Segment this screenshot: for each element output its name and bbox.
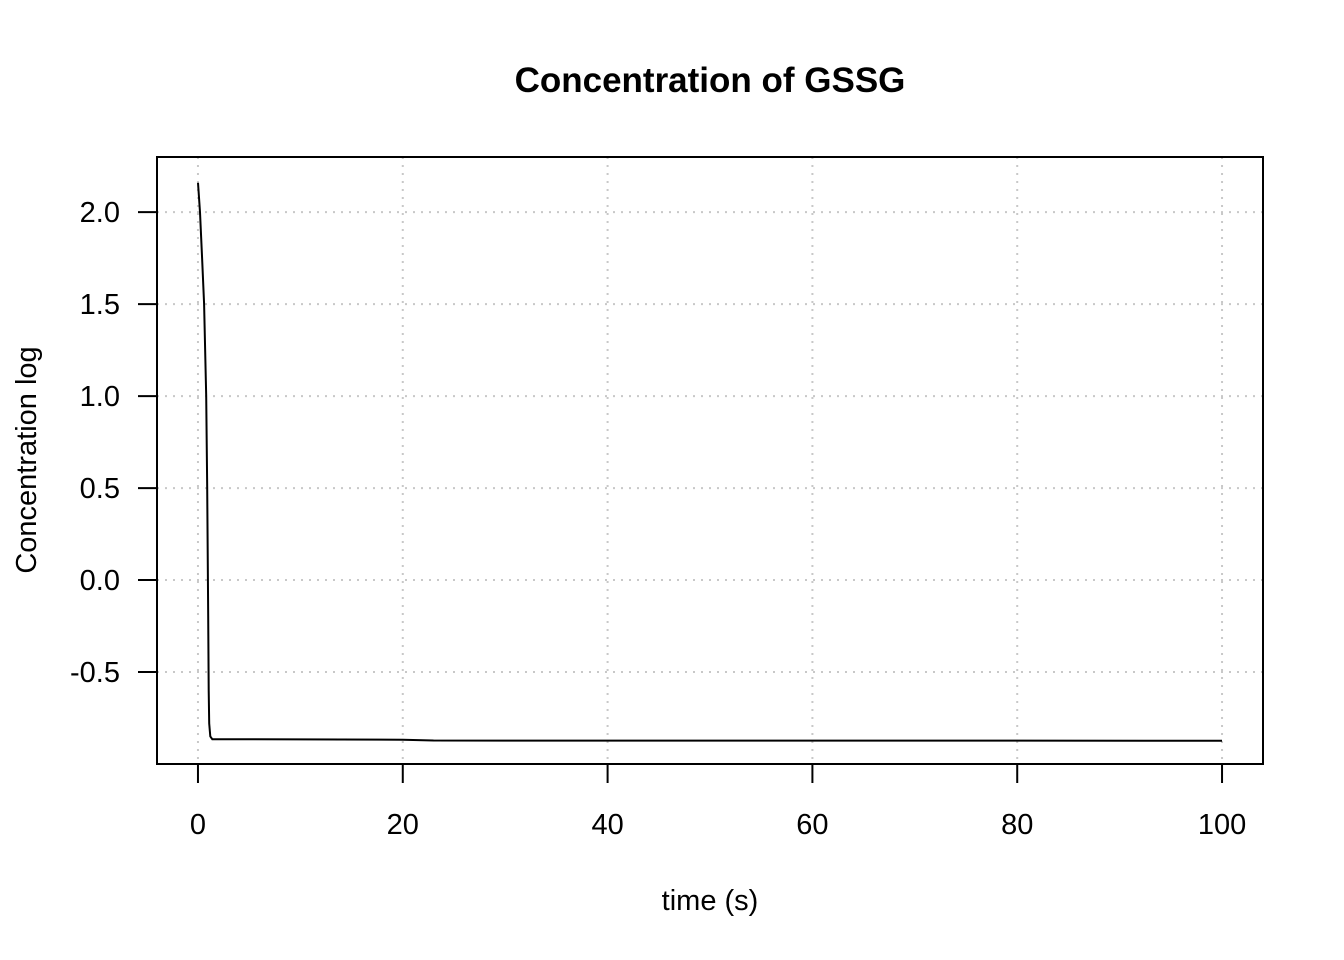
y-tick-label: 0.0	[80, 565, 120, 597]
x-axis-label: time (s)	[662, 885, 759, 917]
chart-title: Concentration of GSSG	[515, 61, 906, 100]
grid-lines	[157, 157, 1263, 764]
y-tick-label: -0.5	[70, 657, 120, 689]
x-tick-label: 0	[190, 809, 206, 841]
series-line	[197, 182, 1223, 742]
x-tick-label: 100	[1198, 809, 1246, 841]
x-axis: 0 20 40 60 80 100	[190, 763, 1246, 841]
y-tick-label: 1.0	[80, 381, 120, 413]
y-tick-label: 2.0	[80, 197, 120, 229]
x-tick-label: 20	[387, 809, 419, 841]
x-tick-label: 80	[1001, 809, 1033, 841]
x-tick-label: 60	[796, 809, 828, 841]
y-axis-label: Concentration log	[11, 346, 43, 573]
x-tick-label: 40	[591, 809, 623, 841]
y-axis: -0.5 0.0 0.5 1.0 1.5 2.0	[70, 197, 158, 689]
y-tick-label: 1.5	[80, 289, 120, 321]
y-tick-label: 0.5	[80, 473, 120, 505]
